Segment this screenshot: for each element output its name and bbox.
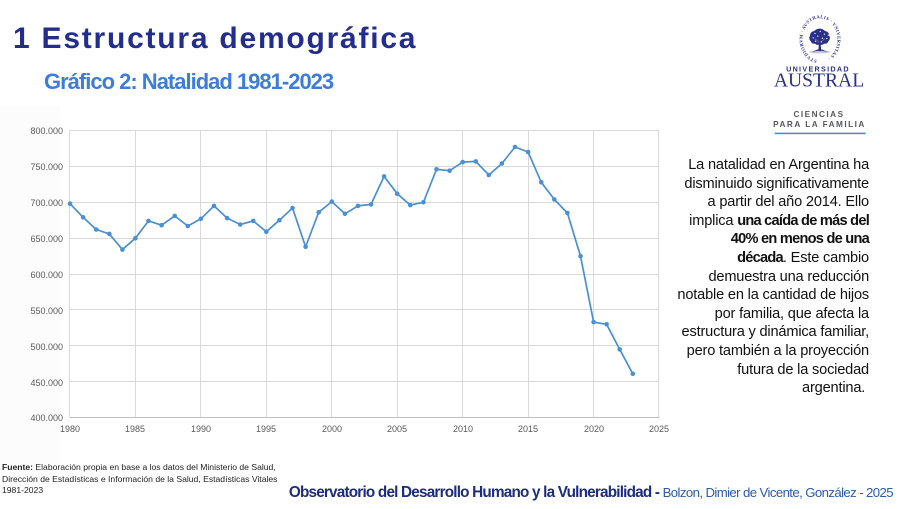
- svg-text:PARA LA FAMILIA: PARA LA FAMILIA: [773, 120, 866, 129]
- svg-text:AUSTRAL: AUSTRAL: [774, 71, 864, 92]
- svg-text:CIENCIAS: CIENCIAS: [793, 110, 844, 119]
- svg-text:UNIVERSIDAD: UNIVERSIDAD: [786, 65, 850, 74]
